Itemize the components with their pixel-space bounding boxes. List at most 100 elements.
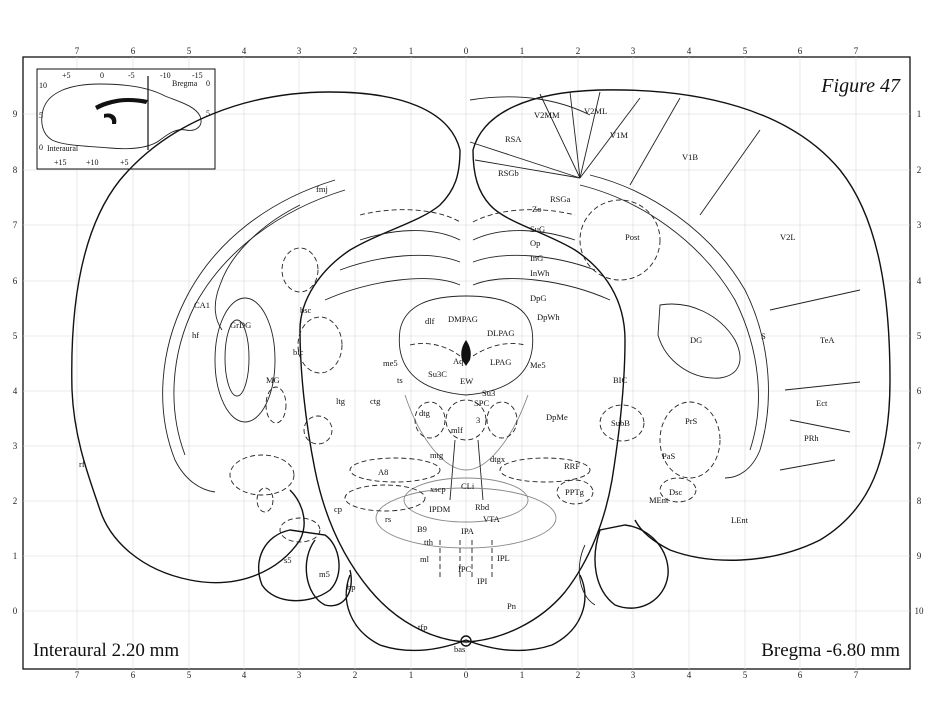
region-label: RRF bbox=[564, 461, 580, 471]
region-label: RSGb bbox=[498, 168, 519, 178]
scale-label: 4 bbox=[917, 276, 922, 286]
scale-label: 7 bbox=[75, 670, 80, 680]
region-label: Dsc bbox=[669, 487, 682, 497]
scale-label: 7 bbox=[854, 670, 859, 680]
region-labels: V2MM V2ML RSA V1M V1B RSGb RSGa Zo SuG O… bbox=[79, 106, 835, 654]
bottom-scale: 7 6 5 4 3 2 1 0 1 2 3 4 5 6 7 bbox=[75, 670, 859, 680]
scale-label: 8 bbox=[917, 496, 922, 506]
scale-label: 6 bbox=[917, 386, 922, 396]
scale-label: 7 bbox=[917, 441, 922, 451]
region-label: V2L bbox=[780, 232, 796, 242]
right-scale: 1 2 3 4 5 6 7 8 9 10 bbox=[915, 109, 925, 616]
region-label: LEnt bbox=[731, 515, 749, 525]
scale-label: 5 bbox=[743, 670, 748, 680]
scale-label: 9 bbox=[917, 551, 922, 561]
inset-tick: -10 bbox=[160, 71, 171, 80]
region-label: Ect bbox=[816, 398, 828, 408]
region-label: Post bbox=[625, 232, 640, 242]
scale-label: 1 bbox=[13, 551, 18, 561]
interaural-coordinate: Interaural 2.20 mm bbox=[33, 640, 179, 661]
scale-label: 5 bbox=[917, 331, 922, 341]
figure-title: Figure 47 bbox=[820, 75, 901, 97]
scale-label: 3 bbox=[297, 46, 302, 56]
scale-label: 3 bbox=[297, 670, 302, 680]
region-label: DpG bbox=[530, 293, 547, 303]
inset-tick: -15 bbox=[192, 71, 203, 80]
region-label: ctg bbox=[370, 396, 381, 406]
scale-label: 2 bbox=[576, 46, 581, 56]
region-label: bas bbox=[454, 644, 465, 654]
region-label: mlf bbox=[451, 425, 463, 435]
top-scale: 7 6 5 4 3 2 1 0 1 2 3 4 5 6 7 bbox=[75, 46, 859, 56]
region-label: IPA bbox=[461, 526, 475, 536]
scale-label: 4 bbox=[687, 670, 692, 680]
scale-label: 3 bbox=[917, 220, 922, 230]
region-label: PPTg bbox=[565, 487, 585, 497]
inset-tick: 0 bbox=[206, 79, 210, 88]
scale-label: 4 bbox=[13, 386, 18, 396]
scale-label: 2 bbox=[353, 46, 358, 56]
region-label: xscp bbox=[430, 484, 446, 494]
scale-label: 5 bbox=[187, 46, 192, 56]
scale-label: 7 bbox=[13, 220, 18, 230]
region-label: fmj bbox=[316, 184, 328, 194]
inset-tick: 0 bbox=[39, 143, 43, 152]
scale-label: 6 bbox=[798, 670, 803, 680]
inset-tick: +5 bbox=[120, 158, 129, 167]
region-label: cp bbox=[334, 504, 342, 514]
region-label: CA1 bbox=[194, 300, 210, 310]
inset-tick: 0 bbox=[100, 71, 104, 80]
region-label: IPDM bbox=[429, 504, 451, 514]
region-label: m5 bbox=[319, 569, 330, 579]
region-label: TeA bbox=[820, 335, 835, 345]
region-label: RSA bbox=[505, 134, 522, 144]
region-label: DpMe bbox=[546, 412, 568, 422]
region-label: Op bbox=[530, 238, 540, 248]
region-label: ltg bbox=[336, 396, 346, 406]
region-label: B9 bbox=[417, 524, 427, 534]
scale-label: 1 bbox=[917, 109, 922, 119]
region-label: s5 bbox=[284, 555, 292, 565]
region-label: IPC bbox=[458, 564, 472, 574]
inset-interaural-label: Interaural bbox=[47, 144, 79, 153]
region-label: V2MM bbox=[534, 110, 560, 120]
region-label: MG bbox=[266, 375, 280, 385]
inset-tick: 5 bbox=[206, 109, 210, 118]
scale-label: 0 bbox=[464, 670, 469, 680]
inset-bregma-label: Bregma bbox=[172, 79, 198, 88]
scale-label: 1 bbox=[520, 670, 525, 680]
region-label: rs bbox=[385, 514, 391, 524]
region-label: bsc bbox=[300, 305, 312, 315]
scale-label: 7 bbox=[854, 46, 859, 56]
region-label: 3 bbox=[476, 415, 480, 425]
bregma-coordinate: Bregma -6.80 mm bbox=[761, 640, 900, 661]
scale-label: 7 bbox=[75, 46, 80, 56]
region-label: PRh bbox=[804, 433, 819, 443]
scale-label: 5 bbox=[187, 670, 192, 680]
region-label: dlf bbox=[425, 316, 435, 326]
region-label: bp bbox=[347, 582, 356, 592]
scale-label: 3 bbox=[631, 46, 636, 56]
region-label: me5 bbox=[383, 358, 398, 368]
region-label: RSGa bbox=[550, 194, 571, 204]
scale-label: 1 bbox=[409, 46, 414, 56]
inset-tick: +5 bbox=[62, 71, 71, 80]
region-label: DLPAG bbox=[487, 328, 515, 338]
scale-label: 2 bbox=[353, 670, 358, 680]
region-label: Me5 bbox=[530, 360, 546, 370]
region-label: SuG bbox=[530, 224, 545, 234]
region-label: dtg bbox=[419, 408, 431, 418]
scale-label: 1 bbox=[520, 46, 525, 56]
region-label: Su3 bbox=[482, 388, 495, 398]
scale-label: 0 bbox=[464, 46, 469, 56]
scale-label: 1 bbox=[409, 670, 414, 680]
nucleus-boundaries bbox=[229, 199, 721, 580]
scale-label: 6 bbox=[798, 46, 803, 56]
sagittal-inset: +5 0 -5 -10 -15 Bregma Interaural +15 +1… bbox=[36, 68, 216, 170]
region-label: tfp bbox=[418, 622, 427, 632]
scale-label: 2 bbox=[917, 165, 922, 175]
region-label: VTA bbox=[483, 514, 501, 524]
aqueduct-shape bbox=[461, 340, 471, 366]
region-label: S bbox=[761, 331, 766, 341]
